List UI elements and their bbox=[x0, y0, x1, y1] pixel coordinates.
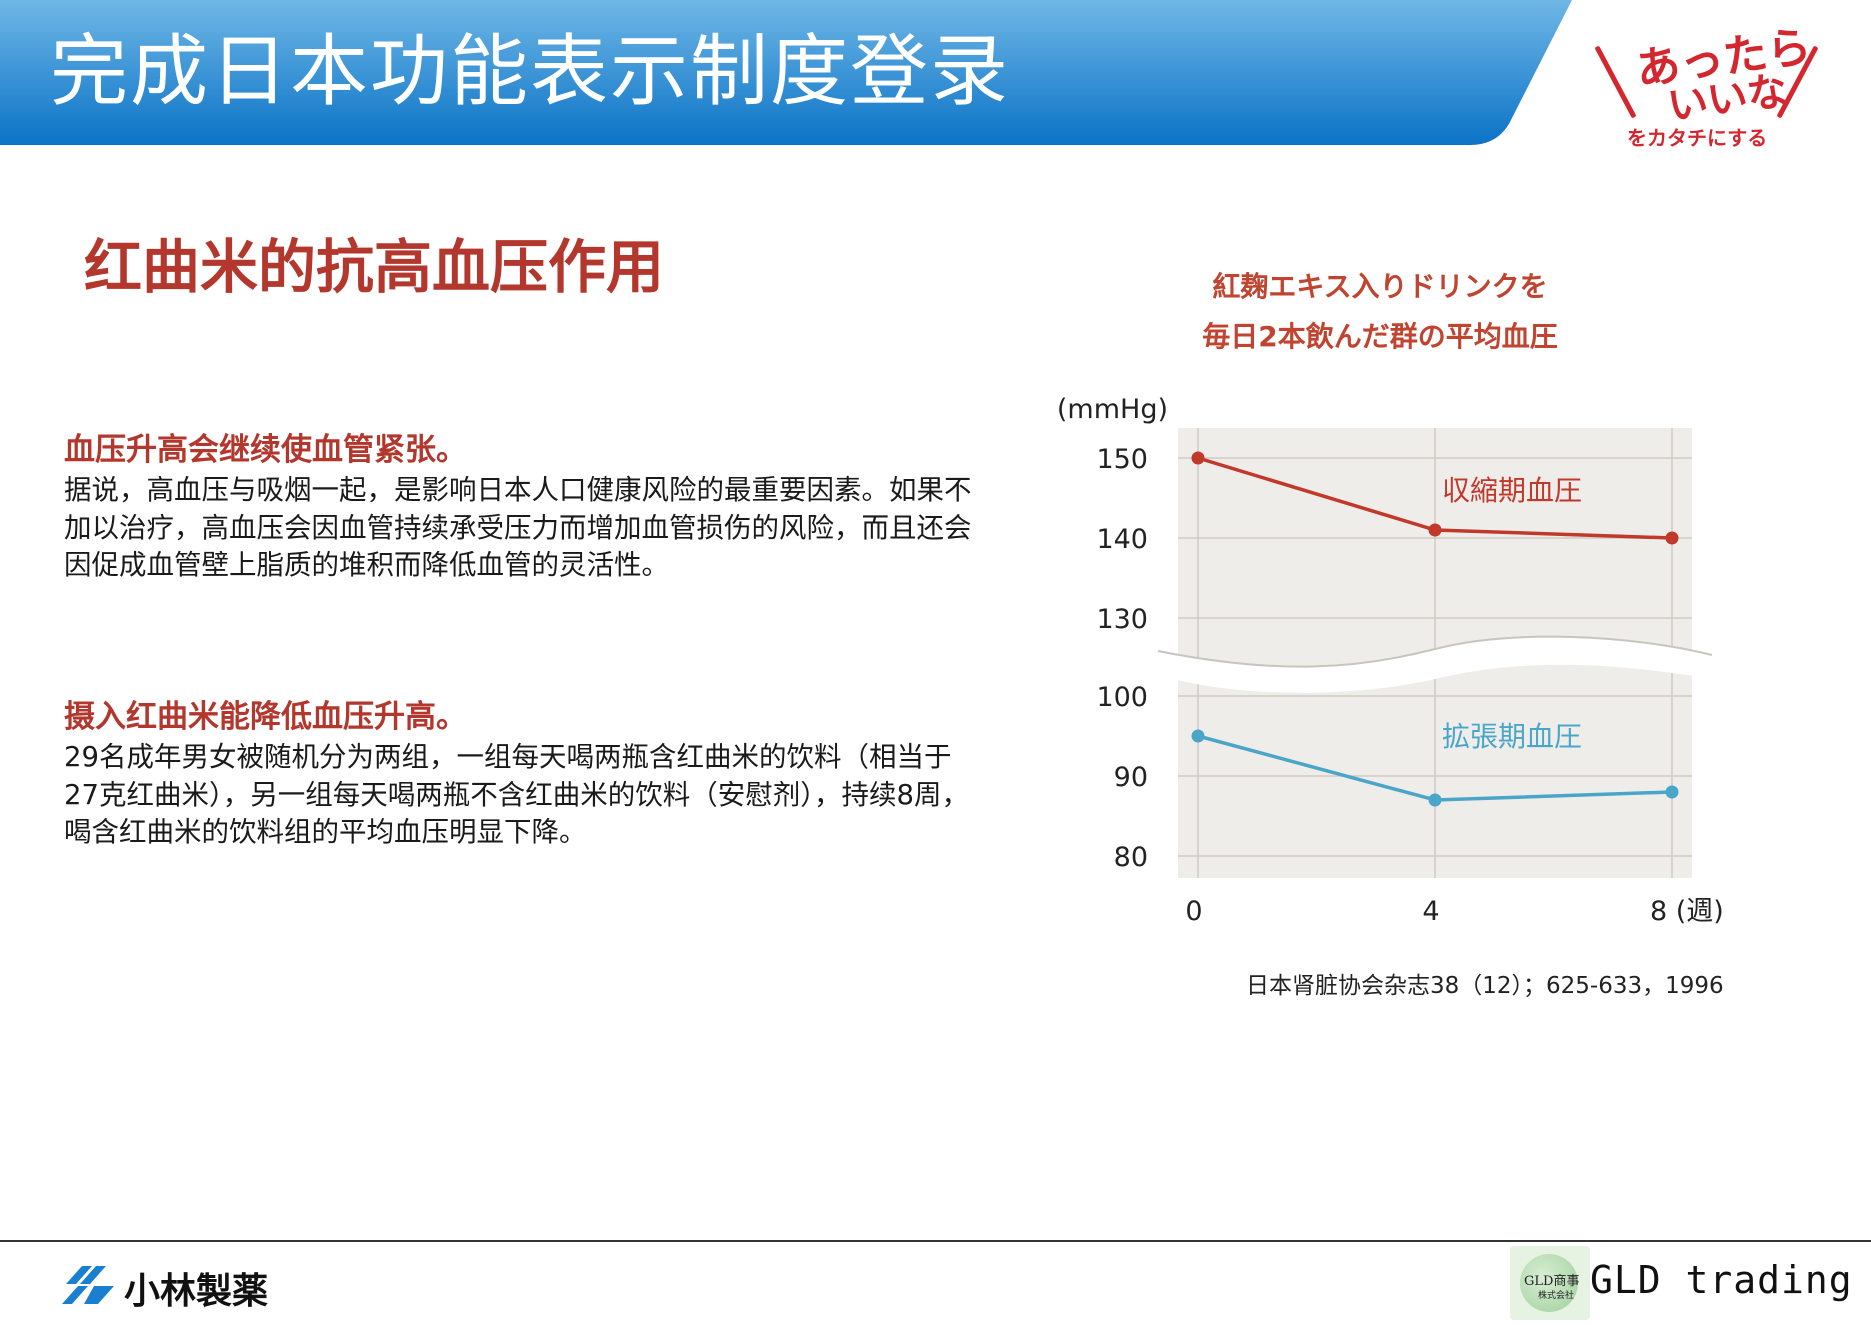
globe-icon bbox=[1520, 1254, 1578, 1312]
paragraph-2: 摄入红曲米能降低血压升高。 29名成年男女被随机分为两组，一组每天喝两瓶含红曲米… bbox=[64, 697, 984, 852]
paragraph-heading: 摄入红曲米能降低血压升高。 bbox=[64, 699, 467, 735]
paragraph-body: 29名成年男女被随机分为两组，一组每天喝两瓶含红曲米的饮料（相当于27克红曲米）… bbox=[64, 741, 969, 848]
y-tick-label: 100 bbox=[1096, 682, 1148, 713]
chart-title-line1: 紅麹エキス入りドリンクを bbox=[1212, 270, 1548, 303]
kobayashi-mark-icon bbox=[62, 1266, 114, 1304]
x-tick-label: 8 (週) bbox=[1650, 896, 1724, 927]
section-title: 红曲米的抗高血压作用 bbox=[84, 233, 665, 301]
series-label: 収縮期血圧 bbox=[1442, 474, 1582, 507]
footer-divider bbox=[0, 1240, 1871, 1242]
gld-badge-logo: GLD商事 株式会社 bbox=[1510, 1246, 1590, 1320]
axis-break-band bbox=[1158, 636, 1712, 693]
gld-trading-text: GLD trading bbox=[1590, 1258, 1853, 1302]
axis-break-line-top bbox=[1157, 635, 1713, 668]
chart-source: 日本肾脏协会杂志38（12）；625-633，1996 bbox=[1246, 973, 1724, 999]
page-title: 完成日本功能表示制度登录 bbox=[50, 27, 1011, 117]
logo-tagline: をカタチにする bbox=[1627, 126, 1768, 150]
x-tick-label: 0 bbox=[1185, 896, 1202, 927]
data-point bbox=[1191, 729, 1205, 743]
y-tick-label: 140 bbox=[1096, 524, 1148, 555]
data-point bbox=[1665, 785, 1679, 799]
kobayashi-logo-text: 小林製薬 bbox=[124, 1271, 269, 1312]
y-tick-label: 80 bbox=[1114, 842, 1148, 873]
y-axis-label: (mmHg) bbox=[1057, 394, 1168, 425]
paragraph-heading: 血压升高会继续使血管紧张。 bbox=[64, 432, 467, 468]
gld-badge-line1: GLD商事 bbox=[1524, 1274, 1580, 1289]
header-band bbox=[0, 0, 1572, 145]
y-tick-label: 90 bbox=[1114, 762, 1148, 793]
data-point bbox=[1428, 523, 1442, 537]
brand-logo: あったら いいな をカタチにする bbox=[1594, 12, 1825, 152]
paragraph-1: 血压升高会继续使血管紧张。 据说，高血压与吸烟一起，是影响日本人口健康风险的最重… bbox=[64, 430, 984, 585]
kobayashi-logo: 小林製薬 bbox=[58, 1260, 278, 1312]
y-tick-label: 130 bbox=[1096, 604, 1148, 635]
paragraph-body: 据说，高血压与吸烟一起，是影响日本人口健康风险的最重要因素。如果不加以治疗，高血… bbox=[64, 474, 972, 581]
y-tick-label: 150 bbox=[1096, 444, 1148, 475]
gld-badge-line2: 株式会社 bbox=[1538, 1291, 1575, 1301]
data-point bbox=[1428, 793, 1442, 807]
chart-title-line2: 毎日2本飲んだ群の平均血圧 bbox=[1202, 320, 1558, 353]
data-point bbox=[1665, 531, 1679, 545]
x-tick-label: 4 bbox=[1422, 896, 1439, 927]
series-label: 拡張期血圧 bbox=[1442, 720, 1582, 753]
data-point bbox=[1191, 451, 1205, 465]
